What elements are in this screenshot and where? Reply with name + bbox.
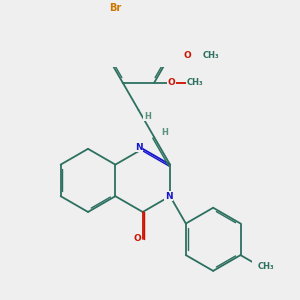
Text: O: O — [133, 234, 141, 243]
Text: O: O — [168, 78, 176, 87]
Text: Br: Br — [109, 3, 121, 13]
Text: N: N — [165, 192, 172, 201]
Text: O: O — [184, 51, 191, 60]
Text: CH₃: CH₃ — [258, 262, 274, 271]
Text: H: H — [144, 112, 151, 121]
Text: CH₃: CH₃ — [187, 78, 204, 87]
Text: H: H — [161, 128, 168, 137]
Text: CH₃: CH₃ — [203, 51, 219, 60]
Text: N: N — [135, 143, 143, 152]
